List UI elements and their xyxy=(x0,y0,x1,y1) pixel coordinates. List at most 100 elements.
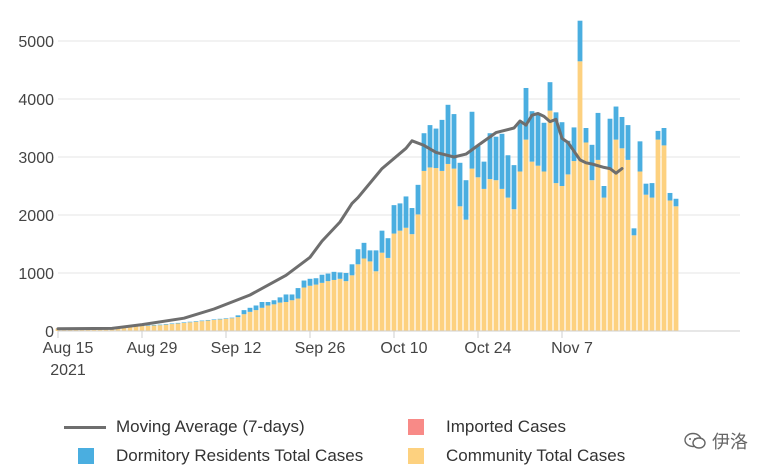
bar-community[interactable] xyxy=(301,287,307,332)
bar-community[interactable] xyxy=(199,321,205,331)
bar-dormitory[interactable] xyxy=(241,310,247,315)
bar-community[interactable] xyxy=(331,279,337,331)
bar-community[interactable] xyxy=(277,302,283,331)
bar-community[interactable] xyxy=(529,161,535,331)
bar-community[interactable] xyxy=(457,206,463,331)
bar-community[interactable] xyxy=(613,139,619,331)
bar-community[interactable] xyxy=(637,171,643,332)
bar-community[interactable] xyxy=(565,174,571,331)
bar-community[interactable] xyxy=(415,214,421,331)
bar-community[interactable] xyxy=(403,227,409,331)
bar-dormitory[interactable] xyxy=(349,264,355,276)
bar-community[interactable] xyxy=(673,206,679,331)
bar-dormitory[interactable] xyxy=(655,130,661,140)
bar-community[interactable] xyxy=(337,278,343,331)
bar-dormitory[interactable] xyxy=(505,155,511,198)
bar-dormitory[interactable] xyxy=(631,228,637,236)
bar-community[interactable] xyxy=(283,302,289,331)
bar-dormitory[interactable] xyxy=(331,271,337,280)
bar-community[interactable] xyxy=(241,314,247,331)
bar-community[interactable] xyxy=(115,327,121,331)
bar-dormitory[interactable] xyxy=(307,278,313,286)
bar-community[interactable] xyxy=(619,148,625,331)
bar-dormitory[interactable] xyxy=(289,294,295,301)
bar-community[interactable] xyxy=(253,310,259,331)
bar-dormitory[interactable] xyxy=(337,272,343,279)
bar-community[interactable] xyxy=(631,235,637,331)
bar-community[interactable] xyxy=(583,142,589,332)
bar-dormitory[interactable] xyxy=(415,184,421,215)
bar-community[interactable] xyxy=(427,167,433,331)
bar-community[interactable] xyxy=(349,275,355,331)
bar-community[interactable] xyxy=(355,264,361,331)
bar-dormitory[interactable] xyxy=(175,322,181,324)
bar-dormitory[interactable] xyxy=(361,242,367,259)
bar-community[interactable] xyxy=(151,325,157,331)
bar-dormitory[interactable] xyxy=(463,180,469,220)
bar-dormitory[interactable] xyxy=(253,305,259,311)
bar-community[interactable] xyxy=(661,145,667,331)
bar-dormitory[interactable] xyxy=(181,322,187,323)
bar-community[interactable] xyxy=(139,326,145,331)
bar-dormitory[interactable] xyxy=(607,118,613,169)
bar-community[interactable] xyxy=(229,318,235,331)
bar-community[interactable] xyxy=(433,168,439,331)
bar-dormitory[interactable] xyxy=(457,162,463,207)
bar-community[interactable] xyxy=(127,326,133,331)
bar-dormitory[interactable] xyxy=(355,249,361,265)
bar-dormitory[interactable] xyxy=(565,140,571,175)
bar-dormitory[interactable] xyxy=(571,127,577,162)
bar-community[interactable] xyxy=(379,252,385,331)
bar-community[interactable] xyxy=(559,186,565,331)
bar-community[interactable] xyxy=(157,325,163,331)
bar-community[interactable] xyxy=(649,197,655,331)
bar-community[interactable] xyxy=(493,180,499,331)
bar-dormitory[interactable] xyxy=(427,125,433,168)
bar-dormitory[interactable] xyxy=(475,145,481,178)
bar-dormitory[interactable] xyxy=(439,119,445,171)
bar-community[interactable] xyxy=(595,159,601,331)
bar-dormitory[interactable] xyxy=(343,273,349,282)
bar-dormitory[interactable] xyxy=(385,238,391,258)
bar-community[interactable] xyxy=(205,320,211,331)
bar-dormitory[interactable] xyxy=(643,183,649,195)
bar-community[interactable] xyxy=(169,324,175,331)
bar-community[interactable] xyxy=(643,194,649,331)
bar-dormitory[interactable] xyxy=(481,161,487,189)
bar-community[interactable] xyxy=(523,139,529,331)
bar-dormitory[interactable] xyxy=(541,122,547,172)
bar-dormitory[interactable] xyxy=(163,324,169,325)
bar-community[interactable] xyxy=(259,307,265,331)
bar-community[interactable] xyxy=(121,327,127,331)
bar-dormitory[interactable] xyxy=(433,128,439,169)
bar-dormitory[interactable] xyxy=(391,205,397,234)
bar-dormitory[interactable] xyxy=(637,141,643,172)
bar-community[interactable] xyxy=(409,234,415,331)
bar-community[interactable] xyxy=(487,179,493,331)
bar-dormitory[interactable] xyxy=(601,186,607,198)
bar-community[interactable] xyxy=(589,180,595,331)
bar-dormitory[interactable] xyxy=(487,133,493,180)
bar-dormitory[interactable] xyxy=(523,87,529,140)
bar-community[interactable] xyxy=(469,168,475,331)
bar-community[interactable] xyxy=(193,321,199,331)
bar-dormitory[interactable] xyxy=(397,203,403,231)
bar-community[interactable] xyxy=(397,230,403,331)
bar-community[interactable] xyxy=(391,233,397,331)
bar-dormitory[interactable] xyxy=(619,116,625,149)
bar-dormitory[interactable] xyxy=(277,297,283,303)
bar-community[interactable] xyxy=(175,323,181,331)
bar-dormitory[interactable] xyxy=(187,321,193,323)
bar-community[interactable] xyxy=(319,282,325,331)
bar-dormitory[interactable] xyxy=(211,319,217,320)
bar-community[interactable] xyxy=(499,188,505,331)
bar-dormitory[interactable] xyxy=(157,324,163,326)
bar-community[interactable] xyxy=(367,261,373,331)
legend-item-imported-cases[interactable]: Imported Cases xyxy=(394,415,566,439)
bar-dormitory[interactable] xyxy=(403,196,409,228)
bar-dormitory[interactable] xyxy=(559,122,565,186)
bar-community[interactable] xyxy=(475,177,481,331)
bar-dormitory[interactable] xyxy=(409,208,415,235)
bar-dormitory[interactable] xyxy=(193,321,199,322)
bar-community[interactable] xyxy=(607,168,613,331)
